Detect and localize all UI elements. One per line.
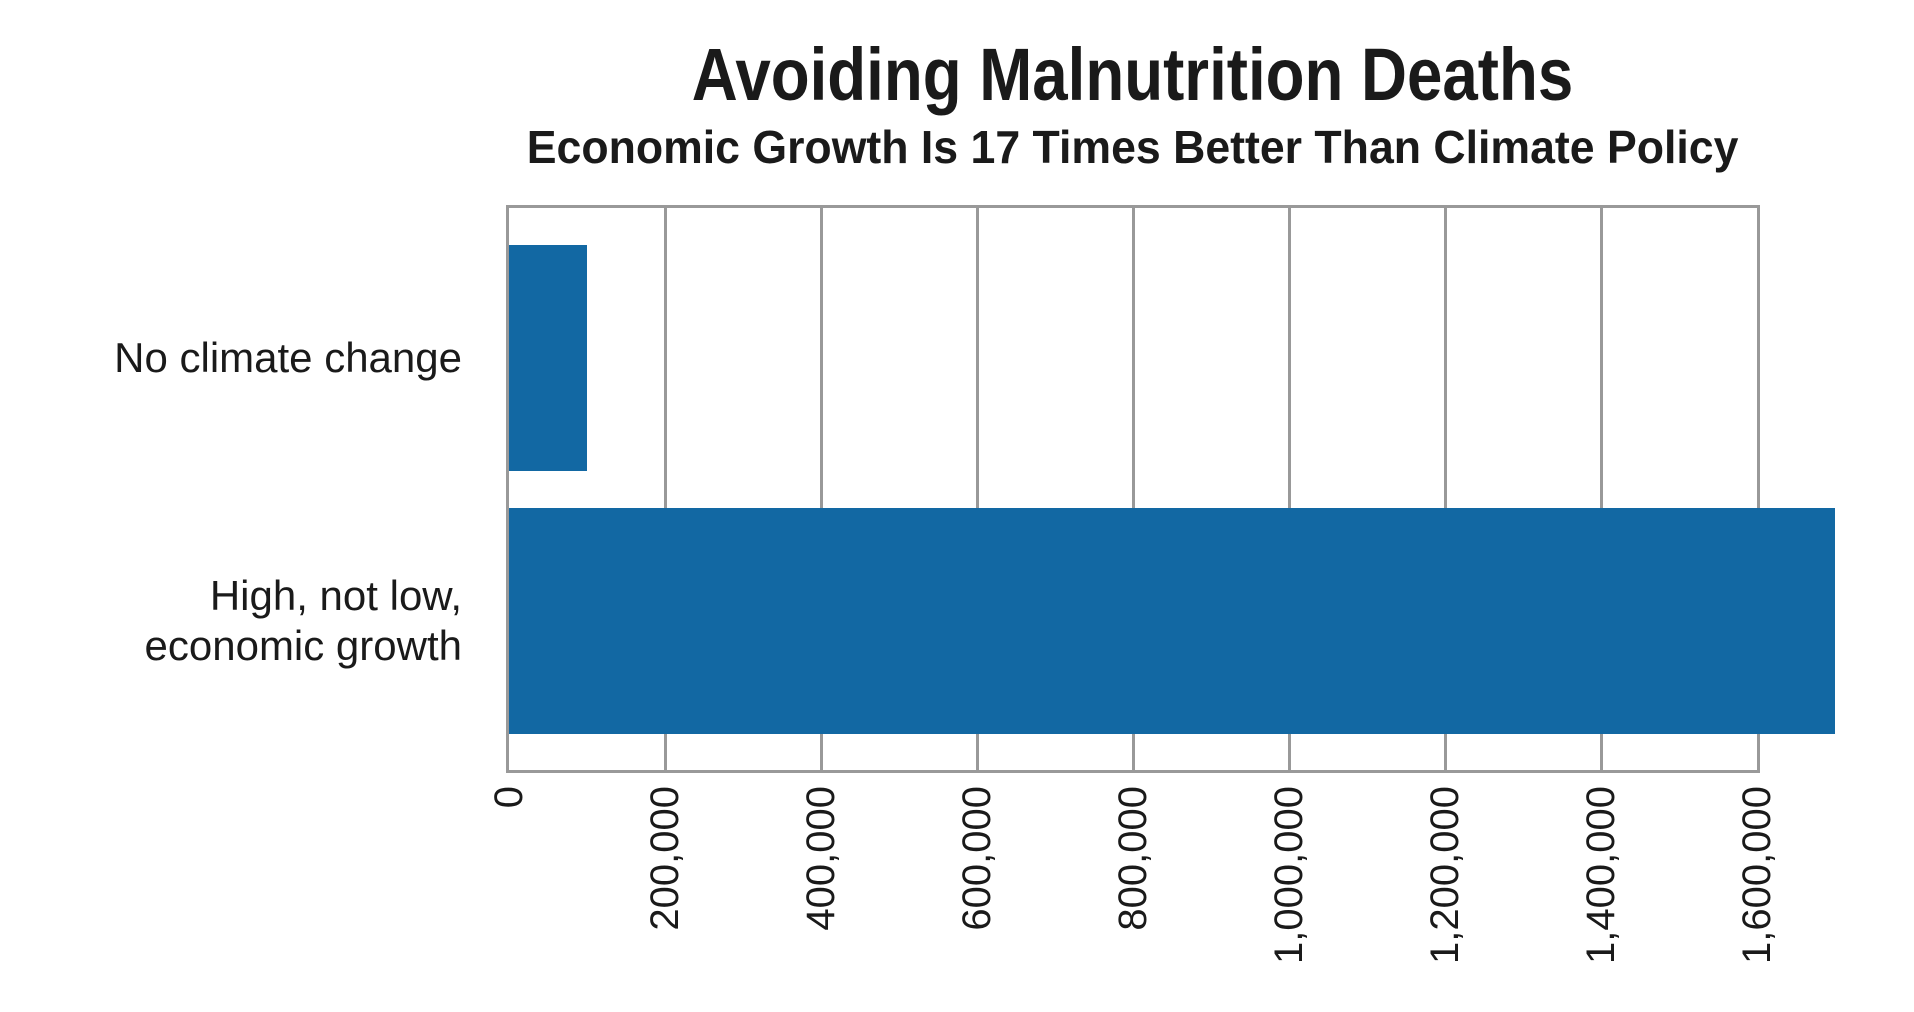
y-category-label-line: economic growth bbox=[144, 622, 462, 669]
chart-subtitle: Economic Growth Is 17 Times Better Than … bbox=[527, 120, 1739, 173]
x-tick-label-200000: 200,000 bbox=[643, 786, 687, 931]
bar-high-not-low-economic-growth bbox=[509, 508, 1835, 734]
gridline-x-400000 bbox=[819, 208, 823, 770]
x-tick-label-400000: 400,000 bbox=[799, 786, 843, 931]
x-tick-label-600000: 600,000 bbox=[955, 786, 999, 931]
bar-no-climate-change bbox=[509, 245, 587, 471]
y-category-label-no-climate-change: No climate change bbox=[0, 333, 462, 383]
y-category-label-line: High, not low, bbox=[209, 572, 462, 619]
x-tick-label-1600000: 1,600,000 bbox=[1735, 786, 1779, 964]
chart-header: Avoiding Malnutrition Deaths Economic Gr… bbox=[352, 33, 1914, 174]
gridline-x-600000 bbox=[975, 208, 979, 770]
plot-area bbox=[506, 205, 1835, 773]
gridline-x-1000000 bbox=[1287, 208, 1291, 770]
x-tick-label-1000000: 1,000,000 bbox=[1267, 786, 1311, 964]
x-tick-label-0: 0 bbox=[487, 786, 531, 809]
chart-title: Avoiding Malnutrition Deaths bbox=[692, 33, 1574, 116]
x-tick-label-800000: 800,000 bbox=[1111, 786, 1155, 931]
gridline-x-1400000 bbox=[1599, 208, 1603, 770]
x-tick-label-1400000: 1,400,000 bbox=[1579, 786, 1623, 964]
x-tick-label-1200000: 1,200,000 bbox=[1423, 786, 1467, 964]
gridline-x-200000 bbox=[663, 208, 667, 770]
y-category-label-line: No climate change bbox=[114, 334, 462, 381]
y-category-label-high-not-low-economic-growth: High, not low, economic growth bbox=[0, 571, 462, 671]
gridline-x-800000 bbox=[1131, 208, 1135, 770]
gridline-x-1200000 bbox=[1443, 208, 1447, 770]
